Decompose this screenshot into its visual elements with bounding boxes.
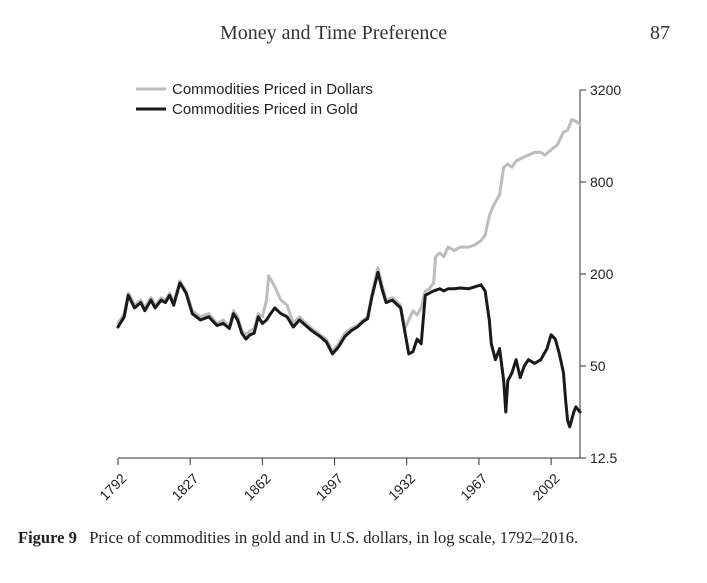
x-tick-label: 1792 — [96, 470, 129, 503]
series-line-dollars — [118, 120, 580, 352]
x-tick-label: 1967 — [457, 470, 490, 503]
running-head: Money and Time Preference 87 — [0, 22, 707, 52]
series-line-gold — [118, 272, 580, 426]
x-tick-label: 2002 — [529, 470, 562, 503]
figure-label: Figure 9 — [18, 528, 77, 547]
figure-caption-text: Price of commodities in gold and in U.S.… — [89, 528, 578, 547]
chart-axes: 1792 1827 1862 1897 1932 1967 2002 12.5 50 200 800… — [96, 82, 621, 504]
page-number: 87 — [650, 22, 670, 45]
x-tick-label: 1827 — [168, 470, 201, 503]
running-title: Money and Time Preference — [220, 22, 447, 45]
y-tick-label: 50 — [590, 358, 606, 374]
y-tick-label: 800 — [590, 174, 614, 190]
legend-label-gold: Commodities Priced in Gold — [172, 101, 358, 118]
figure-caption: Figure 9 Price of commodities in gold an… — [18, 527, 690, 548]
legend-label-dollars: Commodities Priced in Dollars — [172, 81, 373, 98]
chart-series — [118, 120, 580, 427]
y-tick-label: 200 — [590, 266, 614, 282]
y-tick-label: 3200 — [590, 82, 621, 98]
y-tick-label: 12.5 — [590, 450, 617, 466]
x-tick-label: 1897 — [313, 470, 346, 503]
x-tick-label: 1932 — [385, 470, 418, 503]
x-tick-label: 1862 — [241, 470, 274, 503]
commodity-price-chart: 1792 1827 1862 1897 1932 1967 2002 12.5 50 200 800… — [0, 60, 707, 520]
chart-legend: Commodities Priced in Dollars Commodities… — [136, 81, 373, 118]
